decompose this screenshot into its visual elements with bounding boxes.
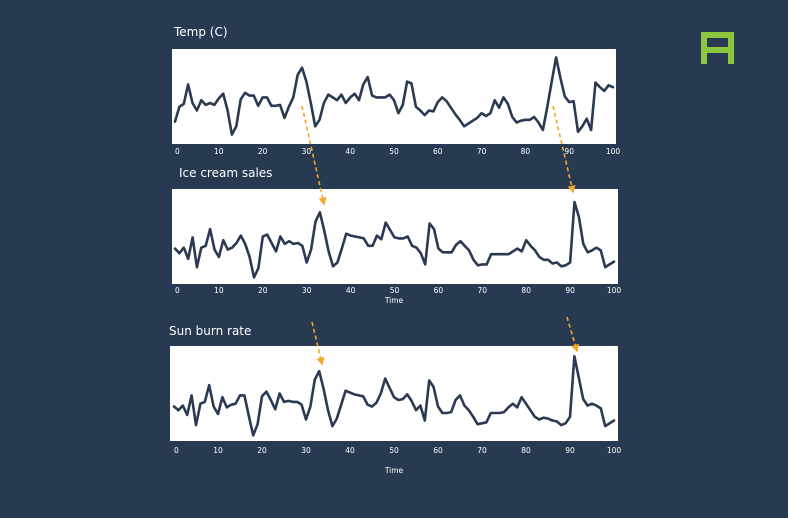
brand-logo-icon xyxy=(701,32,734,64)
x-tick-label: 90 xyxy=(565,286,575,295)
temp-x-axis: 0 10 20 30 40 50 60 70 80 90 100 xyxy=(175,147,620,156)
temp-series-line xyxy=(173,56,615,136)
sun-burn-series-line xyxy=(172,354,616,437)
temp-title: Temp (C) xyxy=(173,25,228,39)
x-tick-label: 10 xyxy=(213,446,223,455)
x-tick-label: 80 xyxy=(521,286,531,295)
x-tick-label: 40 xyxy=(345,446,355,455)
x-tick-label: 60 xyxy=(434,286,444,295)
x-tick-label: 70 xyxy=(477,147,487,156)
x-tick-label: 100 xyxy=(606,147,621,156)
x-tick-label: 50 xyxy=(389,446,399,455)
sun-burn-x-label: Time xyxy=(384,466,404,475)
x-tick-label: 90 xyxy=(565,446,575,455)
arrow-temp-to-icecream-30 xyxy=(301,105,327,206)
x-tick-label: 60 xyxy=(433,147,443,156)
x-tick-label: 80 xyxy=(521,446,531,455)
ice-cream-panel: Ice cream sales 0 10 20 30 40 50 60 70 80 90 100 T… xyxy=(172,166,621,305)
x-tick-label: 30 xyxy=(301,446,311,455)
x-tick-label: 70 xyxy=(478,286,488,295)
x-tick-label: 100 xyxy=(607,446,622,455)
x-tick-label: 10 xyxy=(214,147,224,156)
x-tick-label: 90 xyxy=(564,147,574,156)
sun-burn-x-axis: 0 10 20 30 40 50 60 70 80 90 100 xyxy=(174,446,621,455)
x-tick-label: 50 xyxy=(389,147,399,156)
sun-burn-plot-area xyxy=(170,346,618,441)
x-tick-label: 0 xyxy=(175,147,180,156)
x-tick-label: 20 xyxy=(258,286,268,295)
ice-cream-series-line xyxy=(173,200,616,279)
x-tick-label: 20 xyxy=(257,446,267,455)
x-tick-label: 10 xyxy=(214,286,224,295)
annotation-arrows xyxy=(301,105,580,366)
ice-cream-title: Ice cream sales xyxy=(179,166,272,180)
x-tick-label: 50 xyxy=(390,286,400,295)
temp-panel: Temp (C) 0 10 20 30 40 50 60 70 80 90 100 xyxy=(172,25,620,156)
x-tick-label: 70 xyxy=(477,446,487,455)
arrow-temp-to-icecream-90 xyxy=(552,105,576,194)
x-tick-label: 60 xyxy=(433,446,443,455)
x-tick-label: 30 xyxy=(302,286,312,295)
arrow-to-sunburn-30 xyxy=(311,321,325,366)
arrow-to-sunburn-90 xyxy=(566,316,580,353)
ice-cream-x-axis: 0 10 20 30 40 50 60 70 80 90 100 xyxy=(175,286,621,295)
ice-cream-x-label: Time xyxy=(384,296,404,305)
x-tick-label: 30 xyxy=(302,147,312,156)
x-tick-label: 40 xyxy=(346,286,356,295)
x-tick-label: 100 xyxy=(607,286,622,295)
sun-burn-panel: Sun burn rate 0 10 20 30 40 50 60 70 80 90 100 Tim… xyxy=(169,324,621,475)
x-tick-label: 0 xyxy=(175,286,180,295)
x-tick-label: 20 xyxy=(258,147,268,156)
x-tick-label: 80 xyxy=(521,147,531,156)
x-tick-label: 40 xyxy=(345,147,355,156)
x-tick-label: 0 xyxy=(174,446,179,455)
sun-burn-title: Sun burn rate xyxy=(169,324,251,338)
